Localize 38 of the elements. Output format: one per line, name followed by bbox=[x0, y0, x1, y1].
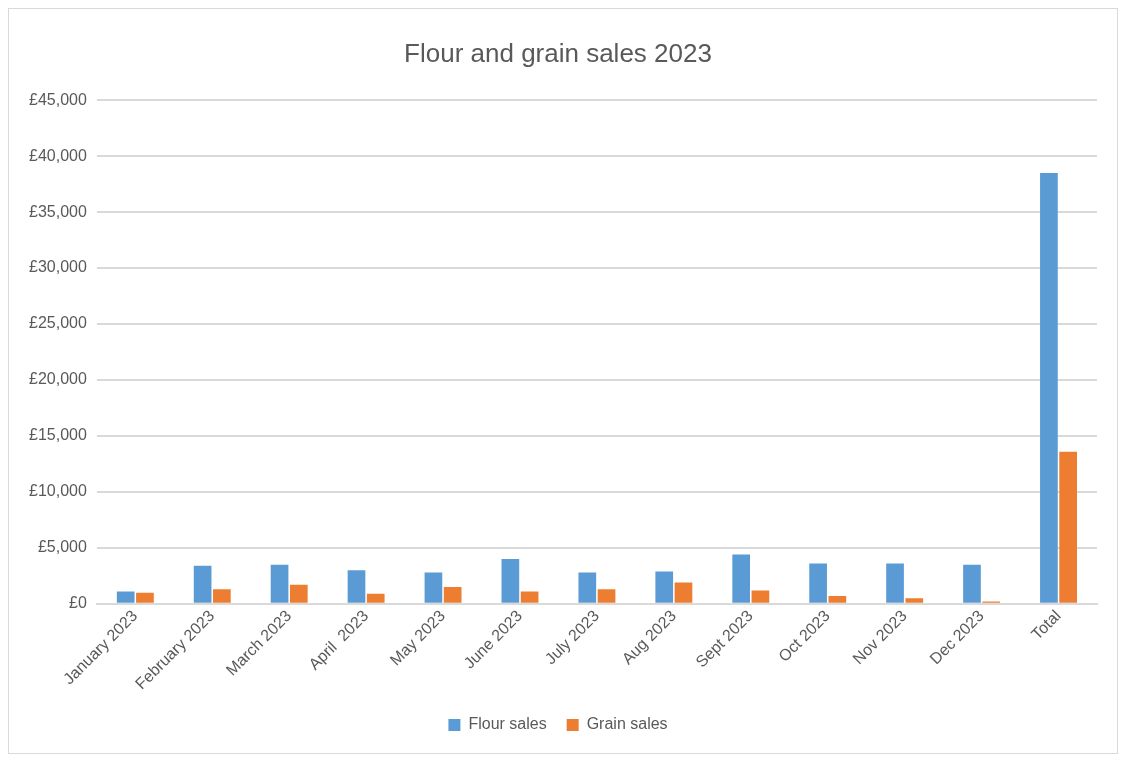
bar bbox=[674, 582, 693, 603]
bar bbox=[655, 571, 674, 603]
bar bbox=[193, 565, 212, 603]
bar bbox=[1059, 451, 1077, 603]
bar bbox=[289, 584, 308, 603]
bar bbox=[520, 591, 539, 603]
bar bbox=[347, 570, 366, 603]
y-tick-label: £15,000 bbox=[28, 426, 87, 444]
bar bbox=[963, 564, 981, 603]
legend-label: Grain sales bbox=[586, 715, 668, 733]
bar bbox=[1040, 172, 1058, 603]
bar bbox=[501, 559, 520, 603]
chart-title: Flour and grain sales 2023 bbox=[404, 37, 712, 68]
bar bbox=[270, 564, 289, 603]
y-tick-label: £0 bbox=[69, 594, 87, 612]
y-tick-label: £40,000 bbox=[28, 146, 87, 164]
bar bbox=[828, 596, 847, 603]
y-tick-label: £30,000 bbox=[28, 258, 87, 276]
bar bbox=[443, 587, 462, 603]
y-tick-label: £20,000 bbox=[28, 370, 87, 388]
y-tick-label: £35,000 bbox=[28, 202, 87, 220]
bar bbox=[116, 591, 135, 603]
bar bbox=[213, 589, 231, 603]
bar bbox=[366, 593, 385, 603]
bar bbox=[597, 589, 616, 603]
bar bbox=[424, 572, 443, 603]
y-tick-label: £45,000 bbox=[28, 90, 87, 108]
bar bbox=[886, 563, 904, 603]
y-tick-label: £25,000 bbox=[28, 314, 87, 332]
bar bbox=[578, 572, 597, 603]
bar bbox=[809, 563, 827, 603]
y-tick-label: £5,000 bbox=[37, 538, 87, 556]
y-tick-label: £10,000 bbox=[28, 482, 87, 500]
bar bbox=[905, 598, 924, 603]
bar bbox=[732, 554, 751, 603]
bar bbox=[751, 590, 770, 603]
bar bbox=[136, 592, 154, 603]
legend-label: Flour sales bbox=[468, 715, 547, 733]
